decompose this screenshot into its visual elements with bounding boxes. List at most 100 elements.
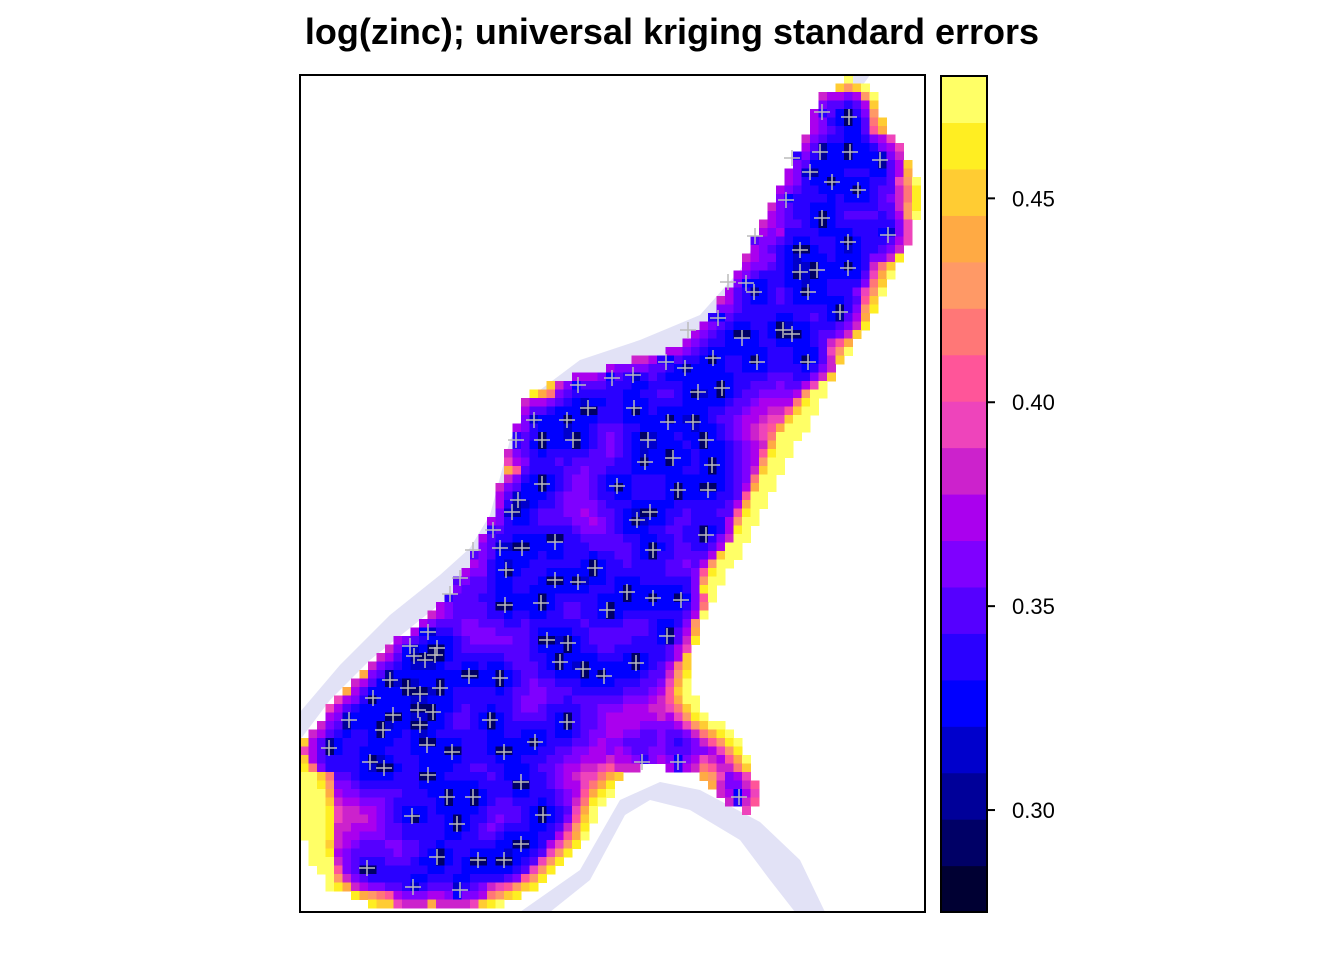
grid-cell	[538, 525, 547, 535]
grid-cell	[708, 568, 717, 577]
grid-cell	[682, 585, 692, 594]
grid-cell	[776, 330, 785, 339]
grid-cell	[614, 474, 624, 484]
sample-point	[704, 457, 720, 473]
grid-cell	[470, 559, 479, 569]
grid-cell	[444, 687, 454, 696]
grid-cell	[597, 389, 607, 399]
grid-cell	[767, 236, 777, 246]
grid-cell	[487, 789, 496, 798]
grid-cell	[657, 517, 666, 526]
grid-cell	[538, 712, 547, 722]
grid-cell	[572, 763, 581, 773]
grid-cell	[869, 262, 879, 271]
grid-cell	[478, 865, 488, 875]
grid-cell	[733, 772, 743, 781]
grid-cell	[419, 789, 428, 798]
grid-cell	[521, 576, 530, 586]
grid-cell	[334, 721, 343, 730]
colorbar-segment	[941, 308, 987, 356]
grid-cell	[529, 831, 539, 841]
grid-cell	[682, 687, 692, 696]
grid-cell	[725, 415, 734, 424]
grid-cell	[410, 755, 420, 764]
grid-cell	[495, 746, 505, 756]
grid-cell	[631, 644, 641, 654]
grid-cell	[665, 712, 675, 722]
grid-cell	[742, 806, 751, 815]
grid-cell	[903, 185, 913, 195]
grid-cell	[725, 457, 734, 467]
grid-cell	[436, 636, 445, 645]
grid-cell	[776, 440, 785, 450]
grid-cell	[674, 746, 683, 756]
grid-cell	[674, 381, 683, 390]
grid-cell	[521, 780, 530, 790]
grid-cell	[750, 262, 760, 271]
grid-cell	[529, 466, 539, 475]
grid-cell	[682, 389, 692, 399]
grid-cell	[470, 551, 479, 560]
sample-point	[604, 370, 620, 386]
grid-cell	[614, 415, 624, 424]
grid-cell	[563, 406, 573, 416]
grid-cell	[495, 823, 505, 832]
grid-cell	[410, 797, 420, 807]
grid-cell	[878, 151, 887, 161]
grid-cell	[648, 738, 658, 747]
grid-cell	[359, 738, 369, 747]
grid-cell	[529, 440, 539, 450]
grid-cell	[385, 653, 394, 662]
grid-cell	[631, 517, 641, 526]
grid-cell	[869, 134, 879, 144]
grid-cell	[487, 712, 496, 722]
grid-cell	[495, 636, 505, 645]
grid-cell	[657, 644, 666, 654]
grid-cell	[606, 372, 615, 382]
grid-cell	[869, 296, 879, 305]
grid-cell	[470, 644, 479, 654]
grid-cell	[793, 236, 802, 246]
grid-cell	[674, 415, 683, 424]
grid-cell	[342, 755, 352, 764]
grid-cell	[546, 432, 556, 441]
grid-cell	[665, 534, 675, 543]
sample-point	[534, 476, 550, 492]
grid-cell	[733, 330, 743, 339]
grid-cell	[648, 670, 658, 679]
grid-cell	[427, 857, 437, 866]
grid-cell	[393, 738, 403, 747]
sample-point	[850, 182, 866, 198]
grid-cell	[538, 704, 547, 713]
river-upper	[300, 75, 870, 740]
sample-point	[731, 789, 747, 805]
grid-cell	[759, 236, 768, 246]
grid-cell	[776, 398, 785, 407]
grid-cell	[716, 347, 726, 356]
grid-cell	[657, 695, 666, 705]
grid-cell	[402, 814, 411, 824]
grid-cell	[504, 500, 513, 509]
grid-cell	[385, 738, 394, 747]
grid-cell	[614, 449, 624, 458]
grid-cell	[478, 712, 488, 722]
grid-cell	[784, 168, 794, 178]
sample-point	[792, 264, 808, 280]
grid-cell	[589, 627, 598, 637]
grid-cell	[410, 704, 420, 713]
grid-cell	[572, 500, 581, 509]
grid-cell	[597, 678, 607, 688]
grid-cell	[529, 449, 539, 458]
grid-cell	[563, 831, 573, 841]
grid-cell	[631, 576, 641, 586]
grid-cell	[308, 755, 318, 764]
grid-cell	[784, 194, 794, 203]
grid-cell	[801, 228, 811, 237]
grid-cell	[682, 491, 692, 501]
grid-cell	[563, 389, 573, 399]
grid-cell	[716, 296, 726, 305]
grid-cell	[495, 508, 505, 518]
grid-cell	[521, 644, 530, 654]
grid-cell	[861, 270, 870, 280]
grid-cell	[793, 313, 802, 322]
